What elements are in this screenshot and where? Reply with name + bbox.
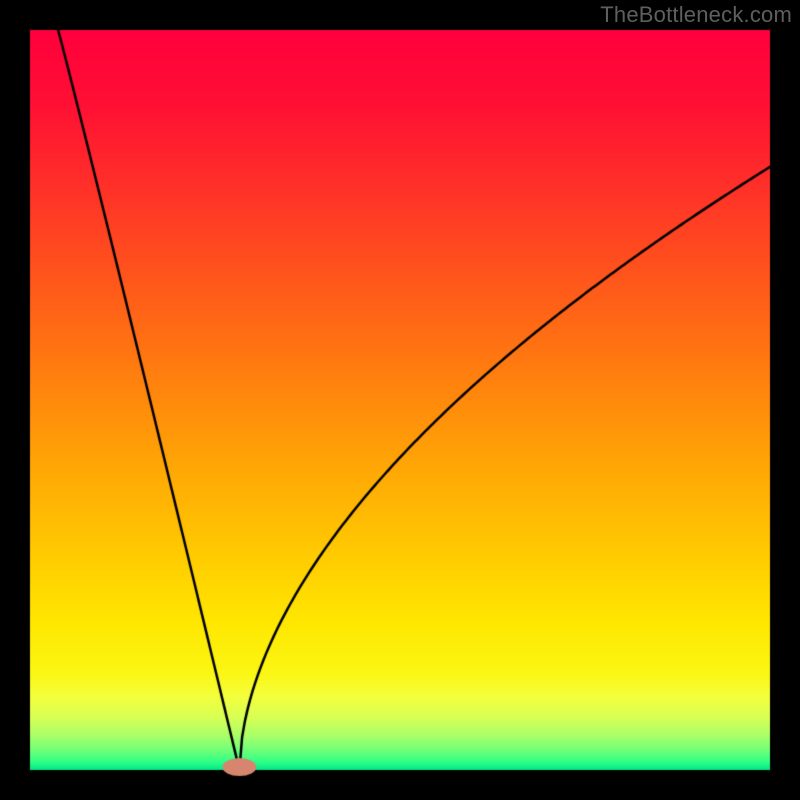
watermark-text: TheBottleneck.com (600, 2, 792, 28)
chart-container: TheBottleneck.com (0, 0, 800, 800)
bottleneck-chart-canvas (0, 0, 800, 800)
